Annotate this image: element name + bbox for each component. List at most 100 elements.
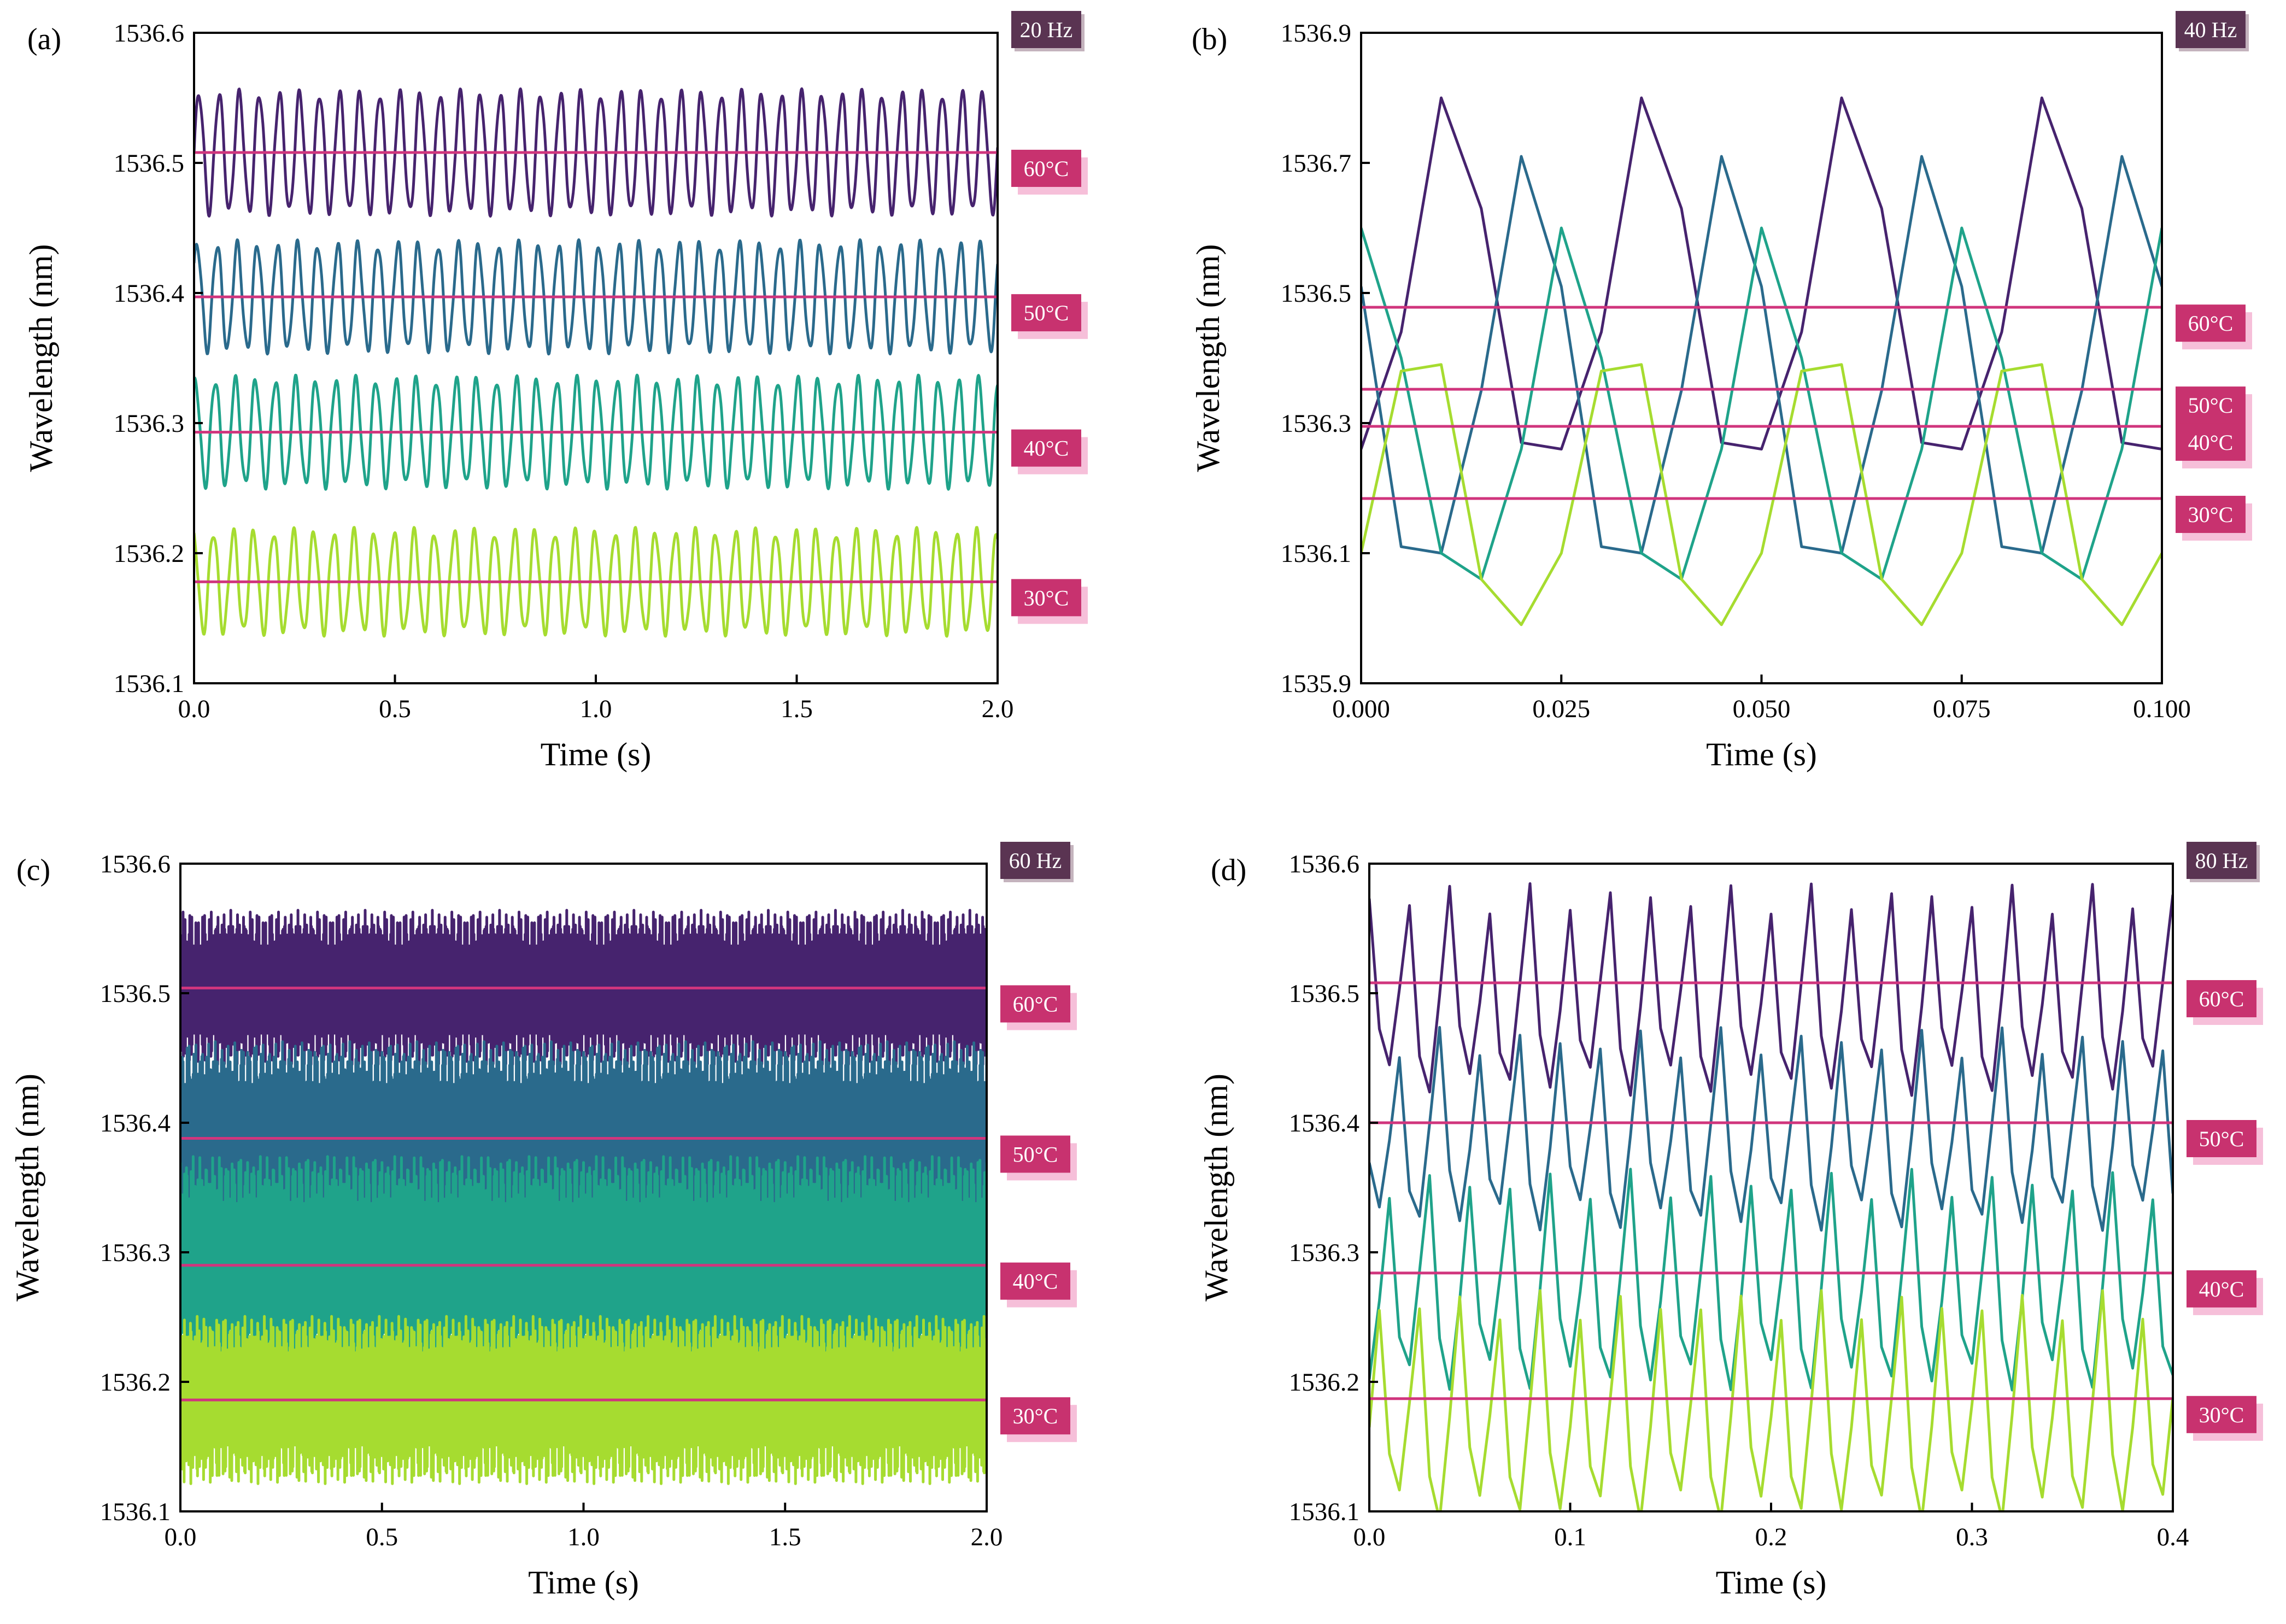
temp-label: 40°C — [1024, 436, 1069, 461]
series-line-50c — [180, 1040, 987, 1236]
temp-label: 30°C — [2188, 502, 2234, 527]
panel-label: (a) — [27, 22, 61, 56]
frequency-label: 40 Hz — [2184, 17, 2237, 42]
y-tick-label: 1536.1 — [114, 670, 184, 698]
frequency-tag — [1011, 11, 1081, 48]
y-tick-label: 1536.5 — [1289, 980, 1359, 1008]
y-tick-label: 1536.7 — [1281, 149, 1351, 178]
temp-label: 60°C — [1024, 156, 1069, 181]
x-tick-label: 0.2 — [1755, 1523, 1787, 1551]
temp-label: 50°C — [1013, 1142, 1058, 1166]
plot-area — [194, 87, 998, 638]
x-tick-label: 1.0 — [580, 695, 612, 723]
y-tick-label: 1536.3 — [114, 409, 184, 438]
x-tick-label: 0.025 — [1532, 695, 1590, 723]
temp-tag — [2187, 1270, 2256, 1308]
temp-label: 60°C — [1013, 992, 1058, 1017]
frequency-label: 60 Hz — [1009, 848, 1062, 873]
series-line-30c — [1361, 363, 2162, 626]
x-tick-label: 1.5 — [769, 1523, 801, 1551]
panel-label: (b) — [1192, 22, 1227, 56]
temp-label: 60°C — [2199, 987, 2244, 1011]
series-line-60c — [194, 87, 998, 218]
temp-label: 40°C — [2199, 1277, 2244, 1301]
x-axis-label: Time (s) — [541, 736, 652, 772]
temp-tag — [1000, 1397, 1070, 1435]
y-tick-label: 1536.4 — [100, 1109, 171, 1138]
y-tick-label: 1536.5 — [100, 980, 171, 1008]
x-tick-label: 0.075 — [1933, 695, 1991, 723]
temp-tag — [1011, 149, 1081, 187]
series-line-60c — [1361, 96, 2162, 451]
y-tick-label: 1536.2 — [114, 540, 184, 568]
x-tick-label: 0.3 — [1956, 1523, 1988, 1551]
temp-tag — [2176, 304, 2246, 342]
frequency-tag — [2187, 842, 2256, 879]
y-axis-label: Wavelength (nm) — [1198, 1074, 1234, 1301]
x-tick-label: 0.0 — [1353, 1523, 1386, 1551]
temp-tag — [2187, 980, 2256, 1018]
series-line-50c — [1369, 1026, 2173, 1232]
y-tick-label: 1536.4 — [1289, 1109, 1359, 1138]
temp-label: 30°C — [2199, 1403, 2244, 1427]
panel-b: 0.000 0.025 0.050 0.075 0.100 1535.9 1536.1 153… — [1190, 11, 2252, 772]
x-tick-label: 0.0 — [178, 695, 210, 723]
temp-label: 40°C — [2188, 430, 2234, 455]
temp-tag — [1000, 1262, 1070, 1300]
series-line-40c — [1369, 1168, 2173, 1392]
y-axis-label: Wavelength (nm) — [1190, 244, 1226, 472]
frequency-label: 20 Hz — [1020, 17, 1073, 42]
y-tick-label: 1536.2 — [100, 1368, 171, 1397]
series-line-50c — [1361, 155, 2162, 555]
series-line-30c — [180, 1315, 987, 1485]
y-tick-label: 1536.1 — [1289, 1498, 1359, 1526]
series-line-40c — [1361, 226, 2162, 581]
y-tick-label: 1536.6 — [1289, 850, 1359, 878]
x-tick-label: 0.000 — [1332, 695, 1390, 723]
y-tick-label: 1536.3 — [100, 1239, 171, 1267]
y-tick-label: 1536.5 — [114, 149, 184, 178]
y-tick-label: 1536.3 — [1289, 1239, 1359, 1267]
panel-label: (c) — [16, 853, 50, 887]
temp-label: 50°C — [2199, 1127, 2244, 1151]
temp-tag — [1011, 294, 1081, 332]
temp-tag — [1011, 579, 1081, 617]
temp-label: 30°C — [1013, 1404, 1058, 1428]
frequency-label: 80 Hz — [2195, 848, 2248, 873]
axes-frame — [1360, 32, 2163, 684]
x-tick-label: 0.1 — [1554, 1523, 1586, 1551]
y-tick-label: 1536.5 — [1281, 279, 1351, 308]
x-tick-label: 0.050 — [1733, 695, 1791, 723]
x-tick-label: 0.4 — [2157, 1523, 2189, 1551]
series-line-50c — [194, 238, 998, 356]
y-tick-label: 1536.6 — [114, 19, 184, 48]
y-tick-label: 1536.4 — [114, 279, 184, 308]
frequency-tag — [2176, 11, 2246, 48]
x-tick-label: 1.0 — [567, 1523, 600, 1551]
series-line-30c — [194, 526, 998, 638]
temp-tag — [2187, 1120, 2256, 1157]
y-tick-label: 1536.3 — [1281, 409, 1351, 438]
temp-tag — [1000, 985, 1070, 1023]
temp-tag — [2176, 496, 2246, 533]
series-line-40c — [194, 373, 998, 491]
series-line-60c — [180, 908, 987, 1066]
y-tick-label: 1535.9 — [1281, 670, 1351, 698]
x-tick-label: 0.100 — [2133, 695, 2191, 723]
temp-label: 40°C — [1013, 1269, 1058, 1294]
panel-c: 0.0 0.5 1.0 1.5 2.0 1536.1 1536.2 1536.3 1536.4 1… — [9, 842, 1077, 1600]
temp-label: 50°C — [1024, 301, 1069, 325]
y-tick-label: 1536.2 — [1289, 1368, 1359, 1397]
y-axis-label: Wavelength (nm) — [9, 1074, 45, 1301]
series-line-60c — [1369, 882, 2173, 1097]
series-line-30c — [1369, 1289, 2173, 1511]
y-axis-label: Wavelength (nm) — [23, 244, 59, 472]
x-tick-label: 0.0 — [165, 1523, 197, 1551]
x-tick-label: 0.5 — [366, 1523, 398, 1551]
x-tick-label: 1.5 — [781, 695, 813, 723]
temp-tag — [2176, 423, 2246, 461]
x-tick-label: 0.5 — [379, 695, 411, 723]
y-tick-label: 1536.1 — [100, 1498, 171, 1526]
x-axis-label: Time (s) — [1706, 736, 1817, 772]
